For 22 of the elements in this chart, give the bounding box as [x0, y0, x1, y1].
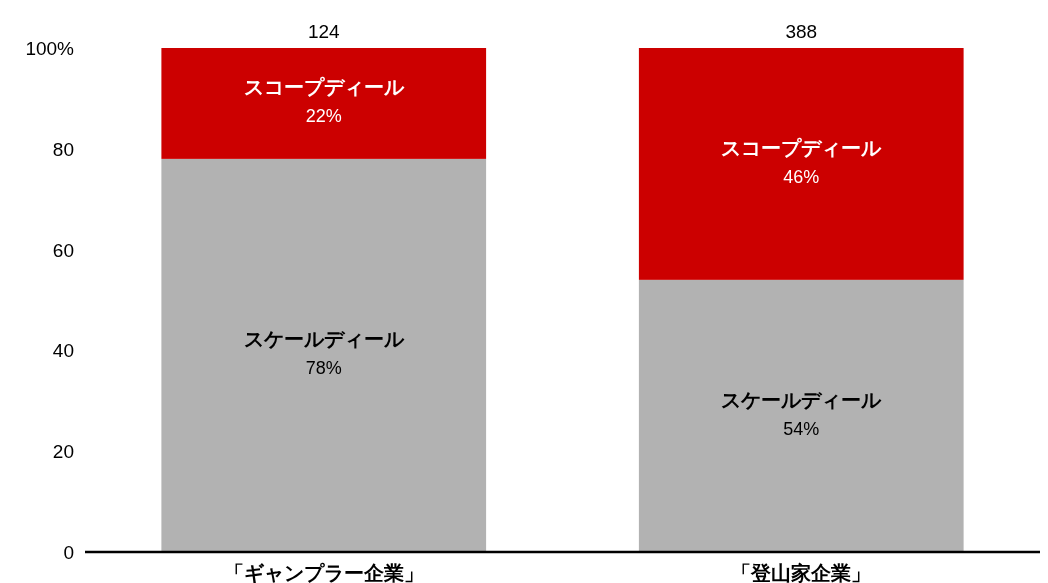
data-label: 22%	[305, 106, 342, 127]
bar	[161, 158, 487, 552]
bar	[638, 48, 964, 280]
y-tick-label: 0	[63, 542, 74, 563]
text: スコープディール	[721, 136, 882, 159]
series-label: スコープディール	[243, 76, 405, 99]
annotation: 124	[307, 21, 341, 42]
bar	[638, 279, 964, 552]
text: スケールディール	[721, 388, 882, 411]
data-label: 46%	[783, 166, 820, 187]
y-tick-label: 40	[52, 340, 74, 362]
x-tick-label: 「ギャンプラー企業」	[223, 562, 424, 583]
x-tick-label: 「登山家企業」	[731, 562, 872, 583]
series-label: スケールディール	[243, 328, 405, 351]
y-tick-label: 80	[52, 138, 74, 160]
y-tick-label: 100%	[25, 38, 75, 59]
annotation: 388	[785, 21, 818, 42]
y-tick-label: 20	[52, 441, 74, 463]
data-label: 54%	[783, 418, 820, 439]
y-tick-label: 60	[52, 239, 74, 261]
data-label: 78%	[305, 358, 342, 379]
bar	[161, 48, 487, 159]
